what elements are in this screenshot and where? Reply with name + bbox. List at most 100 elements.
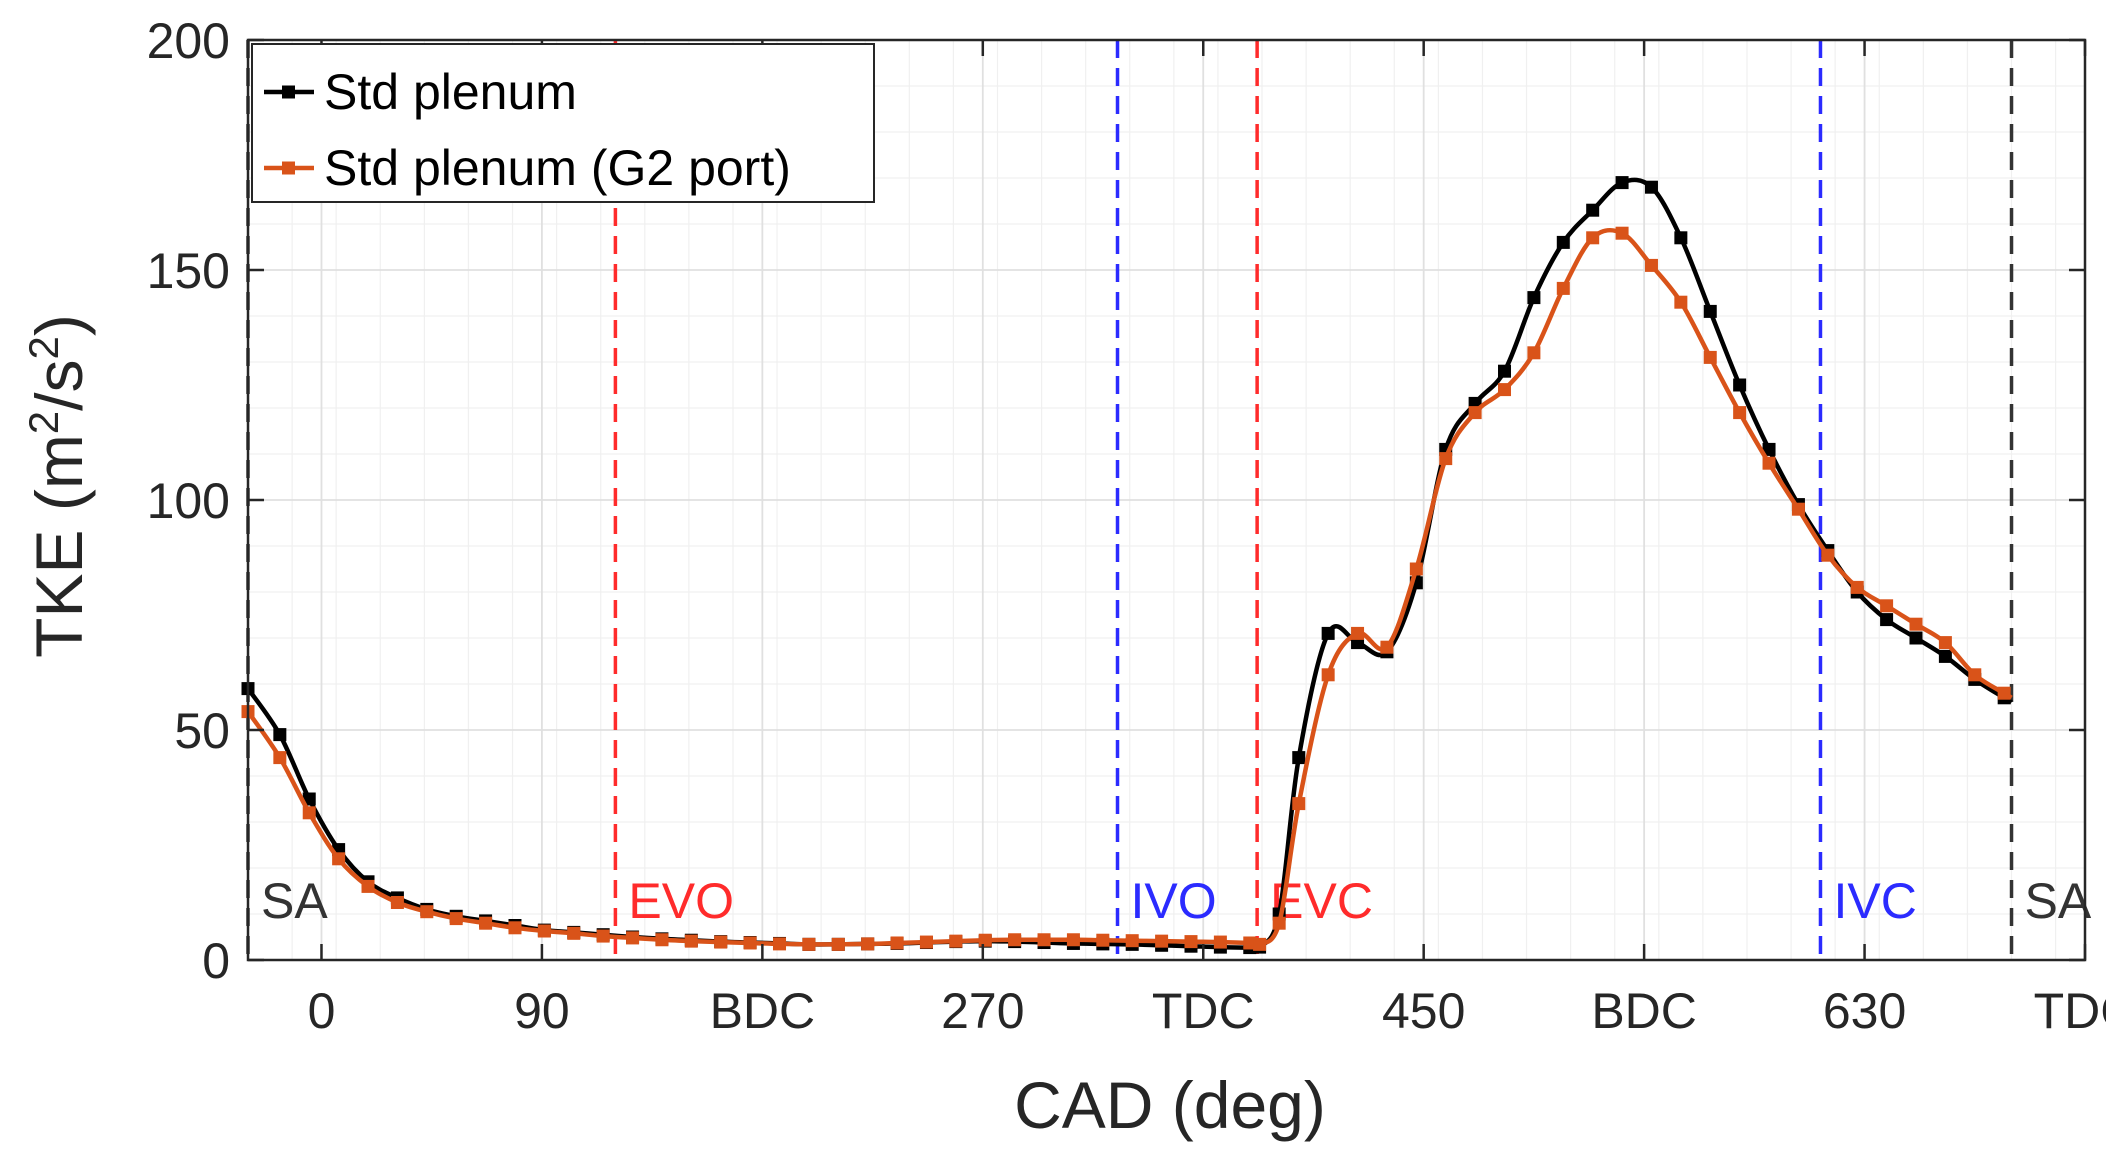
series-line-1 (246, 227, 2013, 948)
event-label-ivc: IVC (1833, 873, 1916, 929)
event-label-ivo: IVO (1131, 873, 1217, 929)
x-tick-label: 270 (941, 983, 1024, 1039)
series-0-marker (1880, 613, 1894, 627)
series-1-marker (537, 924, 551, 938)
x-tick-label: TDC (1152, 983, 1255, 1039)
series-1-marker (1997, 686, 2011, 700)
series-1-marker (479, 916, 493, 930)
series-1-marker (1468, 406, 1482, 420)
series-1-marker (1125, 934, 1139, 948)
x-tick-label: 90 (514, 983, 570, 1039)
series-0-marker (1674, 231, 1688, 245)
series-1-marker (743, 936, 757, 950)
series-1-marker (1880, 599, 1894, 613)
x-tick-label: 0 (308, 983, 336, 1039)
series-0-marker (1733, 378, 1747, 392)
series-1-marker (1938, 636, 1952, 650)
series-1-marker (1615, 226, 1629, 240)
series-1-marker (1674, 295, 1688, 309)
series-1-marker (1850, 580, 1864, 594)
series-1-marker (1272, 916, 1286, 930)
series-0-marker (1292, 751, 1306, 765)
series-1-marker (1556, 281, 1570, 295)
y-tick-label: 100 (147, 473, 230, 529)
series-1-marker (802, 937, 816, 951)
y-tick-label: 50 (174, 703, 230, 759)
series-0-marker (1703, 304, 1717, 318)
series-1-marker (890, 936, 904, 950)
legend-marker-0 (282, 85, 295, 99)
series-1-marker (1733, 406, 1747, 420)
series-1-marker (596, 929, 610, 943)
series-1-marker (1380, 640, 1394, 654)
series-1-marker (1213, 935, 1227, 949)
series-1-marker (1586, 231, 1600, 245)
series-1-marker (831, 937, 845, 951)
legend-box (251, 43, 875, 203)
event-label-sa: SA (261, 873, 328, 929)
series-1-marker (332, 852, 346, 866)
series-1-marker (1321, 668, 1335, 682)
series-0-marker (1938, 649, 1952, 663)
series-1-marker (302, 806, 316, 820)
x-tick-label: TDC (2034, 983, 2106, 1039)
y-tick-label: 200 (147, 13, 230, 69)
series-1-marker (1762, 456, 1776, 470)
series-1-marker (1909, 617, 1923, 631)
series-1-marker (1791, 502, 1805, 516)
y-axis-label: TKE (m2/s2) (20, 314, 96, 658)
series-1-marker (1439, 452, 1453, 466)
series-1-marker (1008, 933, 1022, 947)
series-1-marker (714, 935, 728, 949)
series-1-marker (567, 926, 581, 940)
series-0-marker (302, 792, 316, 806)
series-0-marker (1586, 203, 1600, 217)
legend-marker-1 (282, 161, 295, 175)
event-label-evo: EVO (628, 873, 734, 929)
series-1-marker (626, 931, 640, 945)
series-1-marker (684, 934, 698, 948)
series-1-marker (655, 933, 669, 947)
series-1-marker (1351, 626, 1365, 640)
y-tick-label: 150 (147, 243, 230, 299)
series-1-marker (1096, 933, 1110, 947)
series-1-marker (949, 934, 963, 948)
legend-label-1: Std plenum (G2 port) (324, 140, 791, 196)
series-1-marker (361, 879, 375, 893)
series-1-marker (1527, 346, 1541, 360)
series-1-marker (773, 937, 787, 951)
series-0-marker (1644, 180, 1658, 194)
x-tick-label: BDC (1591, 983, 1697, 1039)
series-1-marker (1066, 933, 1080, 947)
event-label-sa: SA (2025, 873, 2092, 929)
series-1-marker (1292, 797, 1306, 811)
series-0-marker (1762, 442, 1776, 456)
series-0-marker (1527, 291, 1541, 305)
x-tick-label: 630 (1823, 983, 1906, 1039)
series-1-marker (861, 937, 875, 951)
series-1-marker (1821, 548, 1835, 562)
series-1-marker (1703, 350, 1717, 364)
series-1-marker (449, 912, 463, 926)
series-0-marker (1556, 235, 1570, 249)
series-1-marker (1184, 935, 1198, 949)
series-0-marker (1909, 631, 1923, 645)
series-1-marker (1155, 934, 1169, 948)
series-1-marker (919, 935, 933, 949)
series-0-marker (273, 728, 287, 742)
legend-label-0: Std plenum (324, 64, 577, 120)
series-0-marker (1321, 626, 1335, 640)
series-1-marker (390, 896, 404, 909)
y-tick-label: 0 (202, 933, 230, 989)
series-1-marker (1253, 937, 1267, 951)
series-1-marker (273, 751, 287, 765)
series-1-marker (1968, 668, 1982, 682)
series-1-marker (978, 933, 992, 947)
series-1-marker (1037, 933, 1051, 947)
series-1-marker (420, 905, 434, 919)
series-0-marker (1615, 176, 1629, 190)
series-1-marker (1498, 383, 1512, 397)
x-tick-label: BDC (710, 983, 816, 1039)
